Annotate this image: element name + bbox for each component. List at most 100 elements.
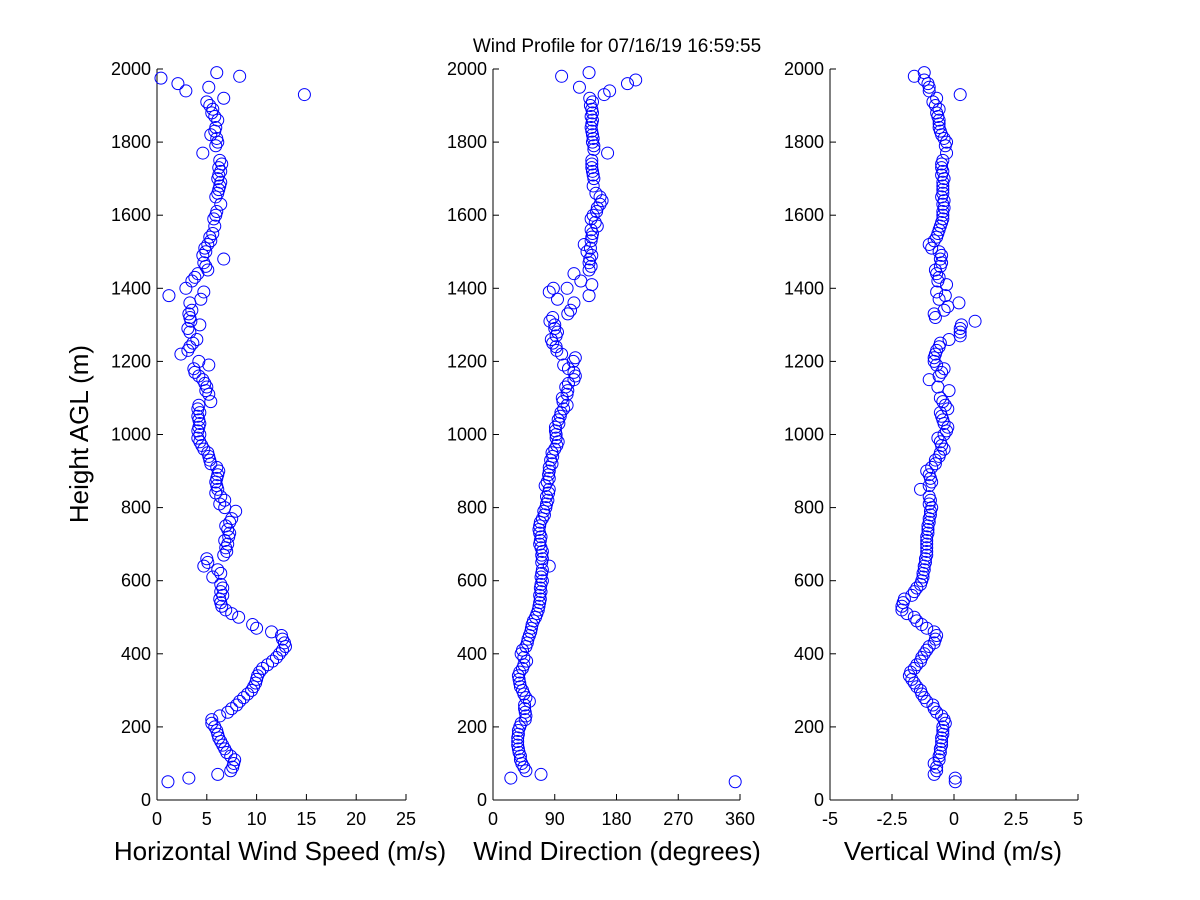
data-point xyxy=(589,186,603,200)
data-point xyxy=(584,223,598,237)
data-point xyxy=(937,428,951,441)
data-point xyxy=(936,724,950,738)
data-point xyxy=(542,464,556,478)
data-point xyxy=(204,128,218,142)
data-point xyxy=(535,563,549,577)
y-tick-label: 800 xyxy=(121,498,151,518)
panel-wind-direction: 0 200 400 600 800 1000 1200 1400 1600 1800 2000 0 90… xyxy=(447,59,755,829)
data-point xyxy=(910,581,924,595)
data-point xyxy=(265,625,279,639)
data-point xyxy=(583,91,597,105)
data-point xyxy=(559,380,573,394)
data-point xyxy=(214,566,228,580)
data-point xyxy=(930,91,944,105)
data-point xyxy=(513,753,527,767)
data-point xyxy=(237,691,251,705)
data-point xyxy=(188,270,202,284)
data-point xyxy=(518,702,532,716)
data-point xyxy=(209,120,223,134)
data-point xyxy=(548,318,562,332)
data-point xyxy=(937,194,951,208)
data-point xyxy=(551,413,565,427)
y-tick-label: 600 xyxy=(794,571,824,591)
data-point xyxy=(932,245,946,259)
data-point xyxy=(218,493,232,507)
data-point xyxy=(195,438,209,452)
data-point xyxy=(588,216,602,230)
data-point xyxy=(250,621,264,635)
data-point xyxy=(917,647,931,661)
data-point xyxy=(196,373,210,387)
data-point xyxy=(223,526,237,540)
data-point xyxy=(937,442,951,456)
data-point xyxy=(182,307,196,321)
data-point xyxy=(936,179,950,193)
data-point xyxy=(511,738,525,752)
x-axis-label-wind-direction: Wind Direction (degrees) xyxy=(473,836,761,866)
data-point xyxy=(948,775,962,789)
data-point xyxy=(196,146,210,160)
data-point xyxy=(192,354,206,368)
data-point xyxy=(938,398,952,412)
y-tick-label: 0 xyxy=(477,790,487,810)
data-point xyxy=(217,252,231,266)
data-point xyxy=(922,373,936,387)
data-point xyxy=(968,314,982,328)
data-point xyxy=(210,66,224,80)
x-tick-label: 180 xyxy=(601,809,631,829)
data-point xyxy=(518,698,532,712)
data-point xyxy=(936,212,950,226)
data-point xyxy=(560,281,574,295)
data-point xyxy=(938,289,952,303)
data-point xyxy=(230,698,244,712)
data-point xyxy=(927,307,941,321)
data-point xyxy=(540,490,554,504)
y-tick-label: 400 xyxy=(121,644,151,664)
data-point xyxy=(546,281,560,295)
data-point xyxy=(208,219,222,233)
data-point xyxy=(256,661,270,675)
data-point xyxy=(921,523,935,537)
data-point xyxy=(572,80,586,94)
data-point xyxy=(519,764,533,778)
y-tick-label: 800 xyxy=(794,498,824,518)
data-point xyxy=(953,325,967,339)
data-point xyxy=(585,248,599,262)
y-tick-label: 400 xyxy=(457,644,487,664)
data-point xyxy=(534,767,548,781)
data-point xyxy=(162,289,176,303)
data-point xyxy=(931,431,945,445)
data-point xyxy=(583,252,597,266)
data-point xyxy=(930,629,944,643)
data-point xyxy=(936,720,950,734)
data-point xyxy=(910,658,924,672)
data-point xyxy=(210,724,224,738)
y-tick-label: 1800 xyxy=(784,132,824,152)
y-tick-label: 1000 xyxy=(447,425,487,445)
data-point xyxy=(212,161,226,175)
data-point xyxy=(208,720,222,734)
data-point xyxy=(194,292,208,306)
data-point xyxy=(914,482,928,496)
data-point xyxy=(203,99,217,113)
data-point xyxy=(203,230,217,244)
x-tick-label: 360 xyxy=(725,809,755,829)
data-point xyxy=(211,767,225,781)
y-tick-label: 1600 xyxy=(447,205,487,225)
y-tick-label: 1400 xyxy=(784,278,824,298)
data-point xyxy=(192,398,206,412)
data-point xyxy=(561,307,575,321)
data-point xyxy=(154,71,168,85)
y-tick-label: 1400 xyxy=(447,278,487,298)
data-point xyxy=(921,526,935,540)
y-tick-label: 400 xyxy=(794,644,824,664)
data-point xyxy=(932,292,946,306)
data-point xyxy=(907,610,921,624)
data-point xyxy=(204,395,218,409)
data-point xyxy=(940,146,954,160)
data-point xyxy=(917,563,931,577)
data-point xyxy=(511,735,525,749)
x-tick-label: 0 xyxy=(488,809,498,829)
data-point xyxy=(215,157,229,171)
